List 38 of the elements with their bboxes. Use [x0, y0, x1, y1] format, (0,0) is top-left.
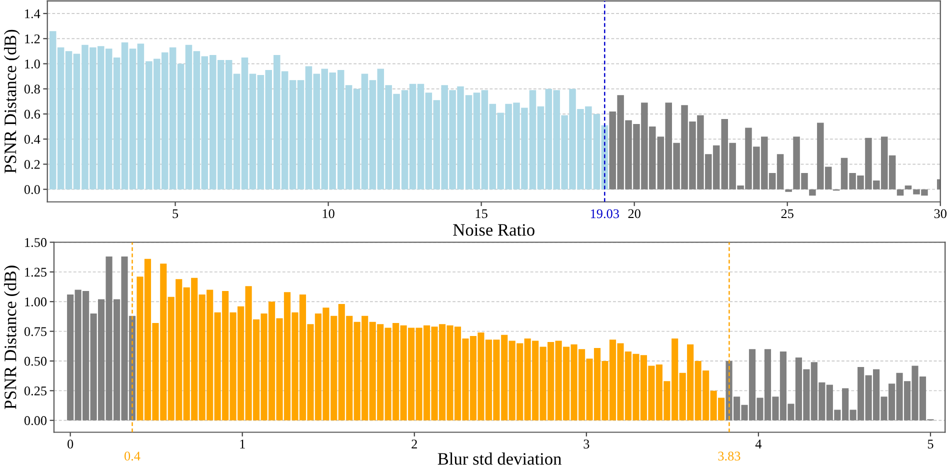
y-axis-title: PSNR Distance (dB) [4, 30, 20, 174]
x-tick-label: 5 [172, 209, 178, 218]
y-tick-label: 0.50 [24, 356, 47, 366]
x-tick-label: 10 [322, 209, 334, 218]
bar [809, 189, 816, 196]
y-tick-label: 1.50 [25, 238, 47, 248]
x-tick-label: 25 [781, 209, 794, 218]
bar [785, 189, 792, 192]
y-tick-label: 1.25 [25, 268, 47, 277]
y-tick-label: 0.2 [24, 160, 40, 169]
y-tick-label: 1.00 [25, 297, 47, 306]
ref-line-label: 0.4 [124, 452, 140, 461]
ref-line-label: 3.83 [718, 452, 740, 461]
y-tick-label: 1.0 [25, 60, 40, 69]
y-tick-label: 0.75 [24, 327, 47, 336]
y-tick-label: 1.2 [25, 34, 40, 44]
y-tick-label: 0.4 [24, 134, 40, 144]
x-axis-title: Blur std deviation [438, 452, 562, 465]
x-tick-label: 20 [628, 209, 640, 218]
x-tick-label: 15 [476, 209, 488, 218]
y-tick-label: 0.8 [24, 84, 40, 94]
bar [904, 186, 912, 190]
y-tick-label: 0.25 [24, 386, 47, 396]
y-tick-label: 0.6 [24, 110, 40, 119]
x-tick-label: 5 [928, 440, 934, 448]
x-axis-title: Noise Ratio [453, 224, 534, 236]
y-tick-label: 1.4 [25, 9, 40, 18]
y-tick-label: 0.00 [24, 416, 47, 426]
y-tick-label: 0.0 [24, 185, 40, 194]
x-tick-label: 1 [240, 440, 245, 448]
ref-line-label: 19.03 [590, 209, 619, 218]
x-tick-label: 0 [68, 440, 74, 448]
bar [896, 189, 904, 196]
x-tick-label: 2 [412, 440, 417, 448]
x-tick-label: 3 [584, 440, 590, 448]
y-axis-title: PSNR Distance (dB) [4, 266, 20, 410]
x-tick-label: 4 [755, 440, 762, 448]
x-tick-label: 30 [934, 209, 946, 218]
